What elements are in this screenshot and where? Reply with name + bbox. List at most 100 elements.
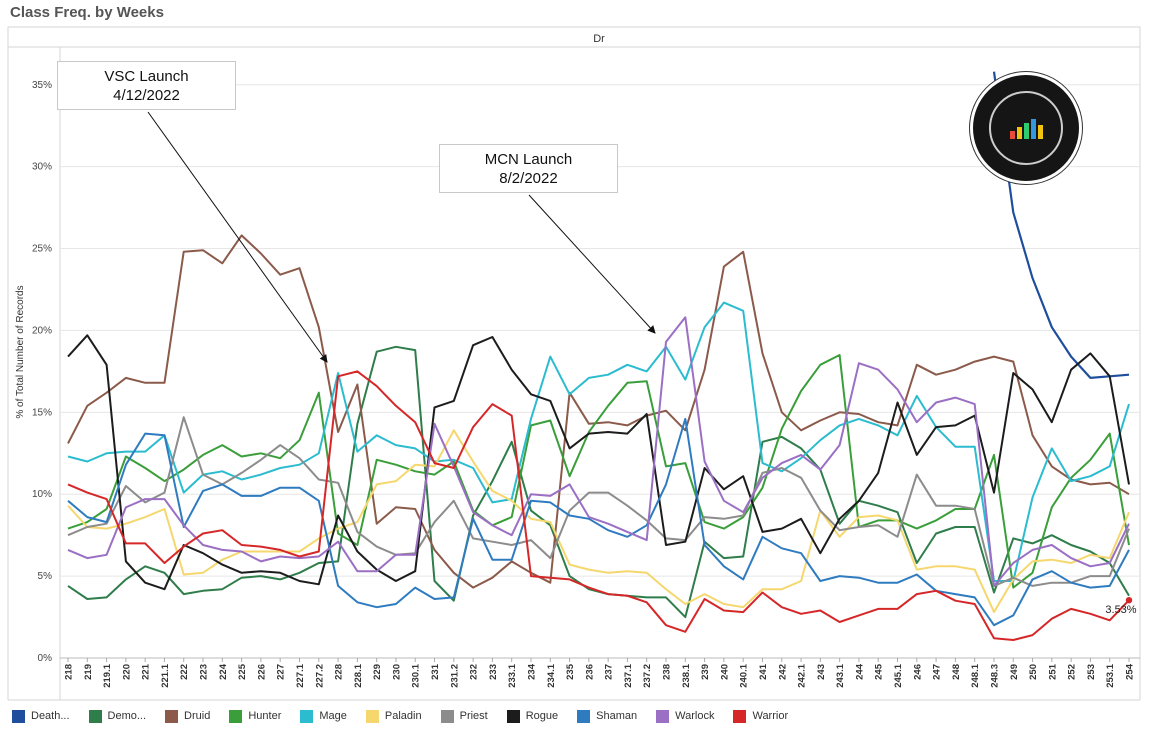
- x-tick-label: 247: [932, 664, 943, 680]
- annotation-vsc-launch: VSC Launch 4/12/2022: [57, 61, 236, 110]
- annotation-mcn-date: 8/2/2022: [499, 170, 558, 187]
- x-tick-label: 218: [64, 664, 75, 680]
- legend-item[interactable]: Druid: [165, 709, 211, 723]
- x-tick-label: 230: [391, 664, 402, 680]
- annotation-mcn-title: MCN Launch: [484, 151, 573, 168]
- x-tick-label: 231.2: [449, 664, 460, 688]
- x-tick-label: 224: [218, 663, 229, 680]
- annotation-arrow-mcn: [528, 194, 656, 334]
- annotation-vsc-title: VSC Launch: [104, 68, 189, 85]
- legend-label: Priest: [459, 710, 488, 722]
- x-tick-label: 237.1: [623, 663, 634, 687]
- x-tick-label: 252: [1067, 664, 1078, 680]
- x-tick-label: 230.1: [411, 663, 422, 687]
- x-tick-label: 219.1: [102, 663, 113, 687]
- series-line-warrior[interactable]: [67, 370, 1130, 641]
- legend-label: Hunter: [248, 710, 282, 722]
- data-reaper-report-logo: [970, 72, 1082, 184]
- logo-bar: [1037, 125, 1043, 139]
- series-line-priest[interactable]: [67, 416, 1130, 587]
- x-tick-label: 221.1: [160, 663, 171, 687]
- series-line-mage[interactable]: [67, 301, 1130, 582]
- x-tick-label: 240: [719, 664, 730, 680]
- x-tick-label: 228.1: [353, 663, 364, 687]
- x-tick-label: 222: [179, 664, 190, 680]
- x-tick-label: 240.1: [739, 663, 750, 687]
- legend-label: Mage: [319, 710, 347, 722]
- x-tick-label: 223: [199, 664, 210, 680]
- panel-header: [7, 26, 1141, 48]
- legend-swatch: [656, 709, 670, 723]
- x-tick-label: 248: [951, 664, 962, 680]
- x-tick-label: 251: [1047, 663, 1058, 680]
- x-tick-label: 221: [141, 663, 152, 680]
- x-tick-label: 248.1: [970, 663, 981, 687]
- legend-item[interactable]: Warlock: [656, 709, 714, 723]
- y-tick-label: 5%: [38, 571, 53, 582]
- legend-swatch: [88, 709, 102, 723]
- legend-swatch: [165, 709, 179, 723]
- x-tick-label: 219: [83, 664, 94, 680]
- series-line-paladin[interactable]: [67, 429, 1130, 614]
- logo-bar-icon: [1009, 117, 1043, 139]
- y-tick-label: 10%: [32, 489, 52, 500]
- legend-swatch: [365, 709, 379, 723]
- series-line-shaman[interactable]: [67, 417, 1130, 627]
- logo-bar: [1009, 131, 1015, 139]
- series-line-hunter[interactable]: [67, 354, 1130, 589]
- logo-bar: [1016, 127, 1022, 139]
- end-value-label: 3.53%: [1105, 604, 1136, 616]
- y-tick-label: 0%: [38, 653, 53, 664]
- x-tick-label: 253.1: [1105, 663, 1116, 687]
- y-tick-label: 20%: [32, 325, 52, 336]
- x-tick-label: 245: [874, 663, 885, 680]
- legend-label: Demo...: [107, 710, 147, 722]
- x-tick-label: 242: [777, 664, 788, 680]
- x-tick-label: 254: [1125, 663, 1136, 680]
- legend-item[interactable]: Mage: [300, 709, 347, 723]
- series-line-death[interactable]: [992, 71, 1130, 379]
- x-tick-label: 235: [565, 663, 576, 680]
- y-axis-label: % of Total Number of Records: [15, 285, 26, 418]
- legend-item[interactable]: Priest: [440, 709, 488, 723]
- x-tick-label: 239: [700, 664, 711, 680]
- legend-item[interactable]: Shaman: [577, 709, 637, 723]
- legend-swatch: [12, 709, 25, 723]
- x-tick-label: 234: [526, 663, 537, 680]
- x-tick-label: 237: [604, 664, 615, 680]
- x-tick-label: 243: [816, 664, 827, 680]
- legend-label: Warrior: [752, 710, 789, 722]
- x-tick-label: 242.1: [797, 663, 808, 687]
- legend-swatch: [300, 709, 314, 723]
- legend-label: Rogue: [525, 710, 559, 722]
- chart-title: Class Freq. by Weeks: [10, 4, 164, 21]
- series-line-rogue[interactable]: [67, 334, 1130, 591]
- logo-bar: [1030, 119, 1036, 139]
- legend-item[interactable]: Rogue: [506, 709, 559, 723]
- x-tick-label: 229: [372, 664, 383, 680]
- x-tick-label: 245.1: [893, 663, 904, 687]
- legend-item[interactable]: Warrior: [733, 709, 789, 723]
- x-tick-label: 244: [854, 663, 865, 680]
- x-tick-label: 227.1: [295, 663, 306, 687]
- series-line-druid[interactable]: [67, 234, 1130, 589]
- logo-emblem: [989, 91, 1063, 165]
- legend-item[interactable]: Paladin: [365, 709, 422, 723]
- x-tick-label: 233: [488, 664, 499, 680]
- x-tick-label: 232: [469, 664, 480, 680]
- x-tick-label: 233.1: [507, 663, 518, 687]
- legend-label: Death...: [31, 710, 70, 722]
- x-tick-label: 237.2: [642, 664, 653, 688]
- y-tick-label: 25%: [32, 244, 52, 255]
- x-tick-label: 220: [121, 664, 132, 680]
- y-tick-label: 35%: [32, 80, 52, 91]
- series-line-warlock[interactable]: [67, 316, 1130, 587]
- legend-label: Druid: [184, 710, 211, 722]
- annotation-arrow-vsc: [147, 111, 328, 363]
- y-tick-label: 30%: [32, 162, 52, 173]
- legend-item[interactable]: Death...: [12, 709, 70, 723]
- legend-item[interactable]: Demo...: [88, 709, 147, 723]
- x-tick-label: 238.1: [681, 663, 692, 687]
- legend-item[interactable]: Hunter: [229, 709, 282, 723]
